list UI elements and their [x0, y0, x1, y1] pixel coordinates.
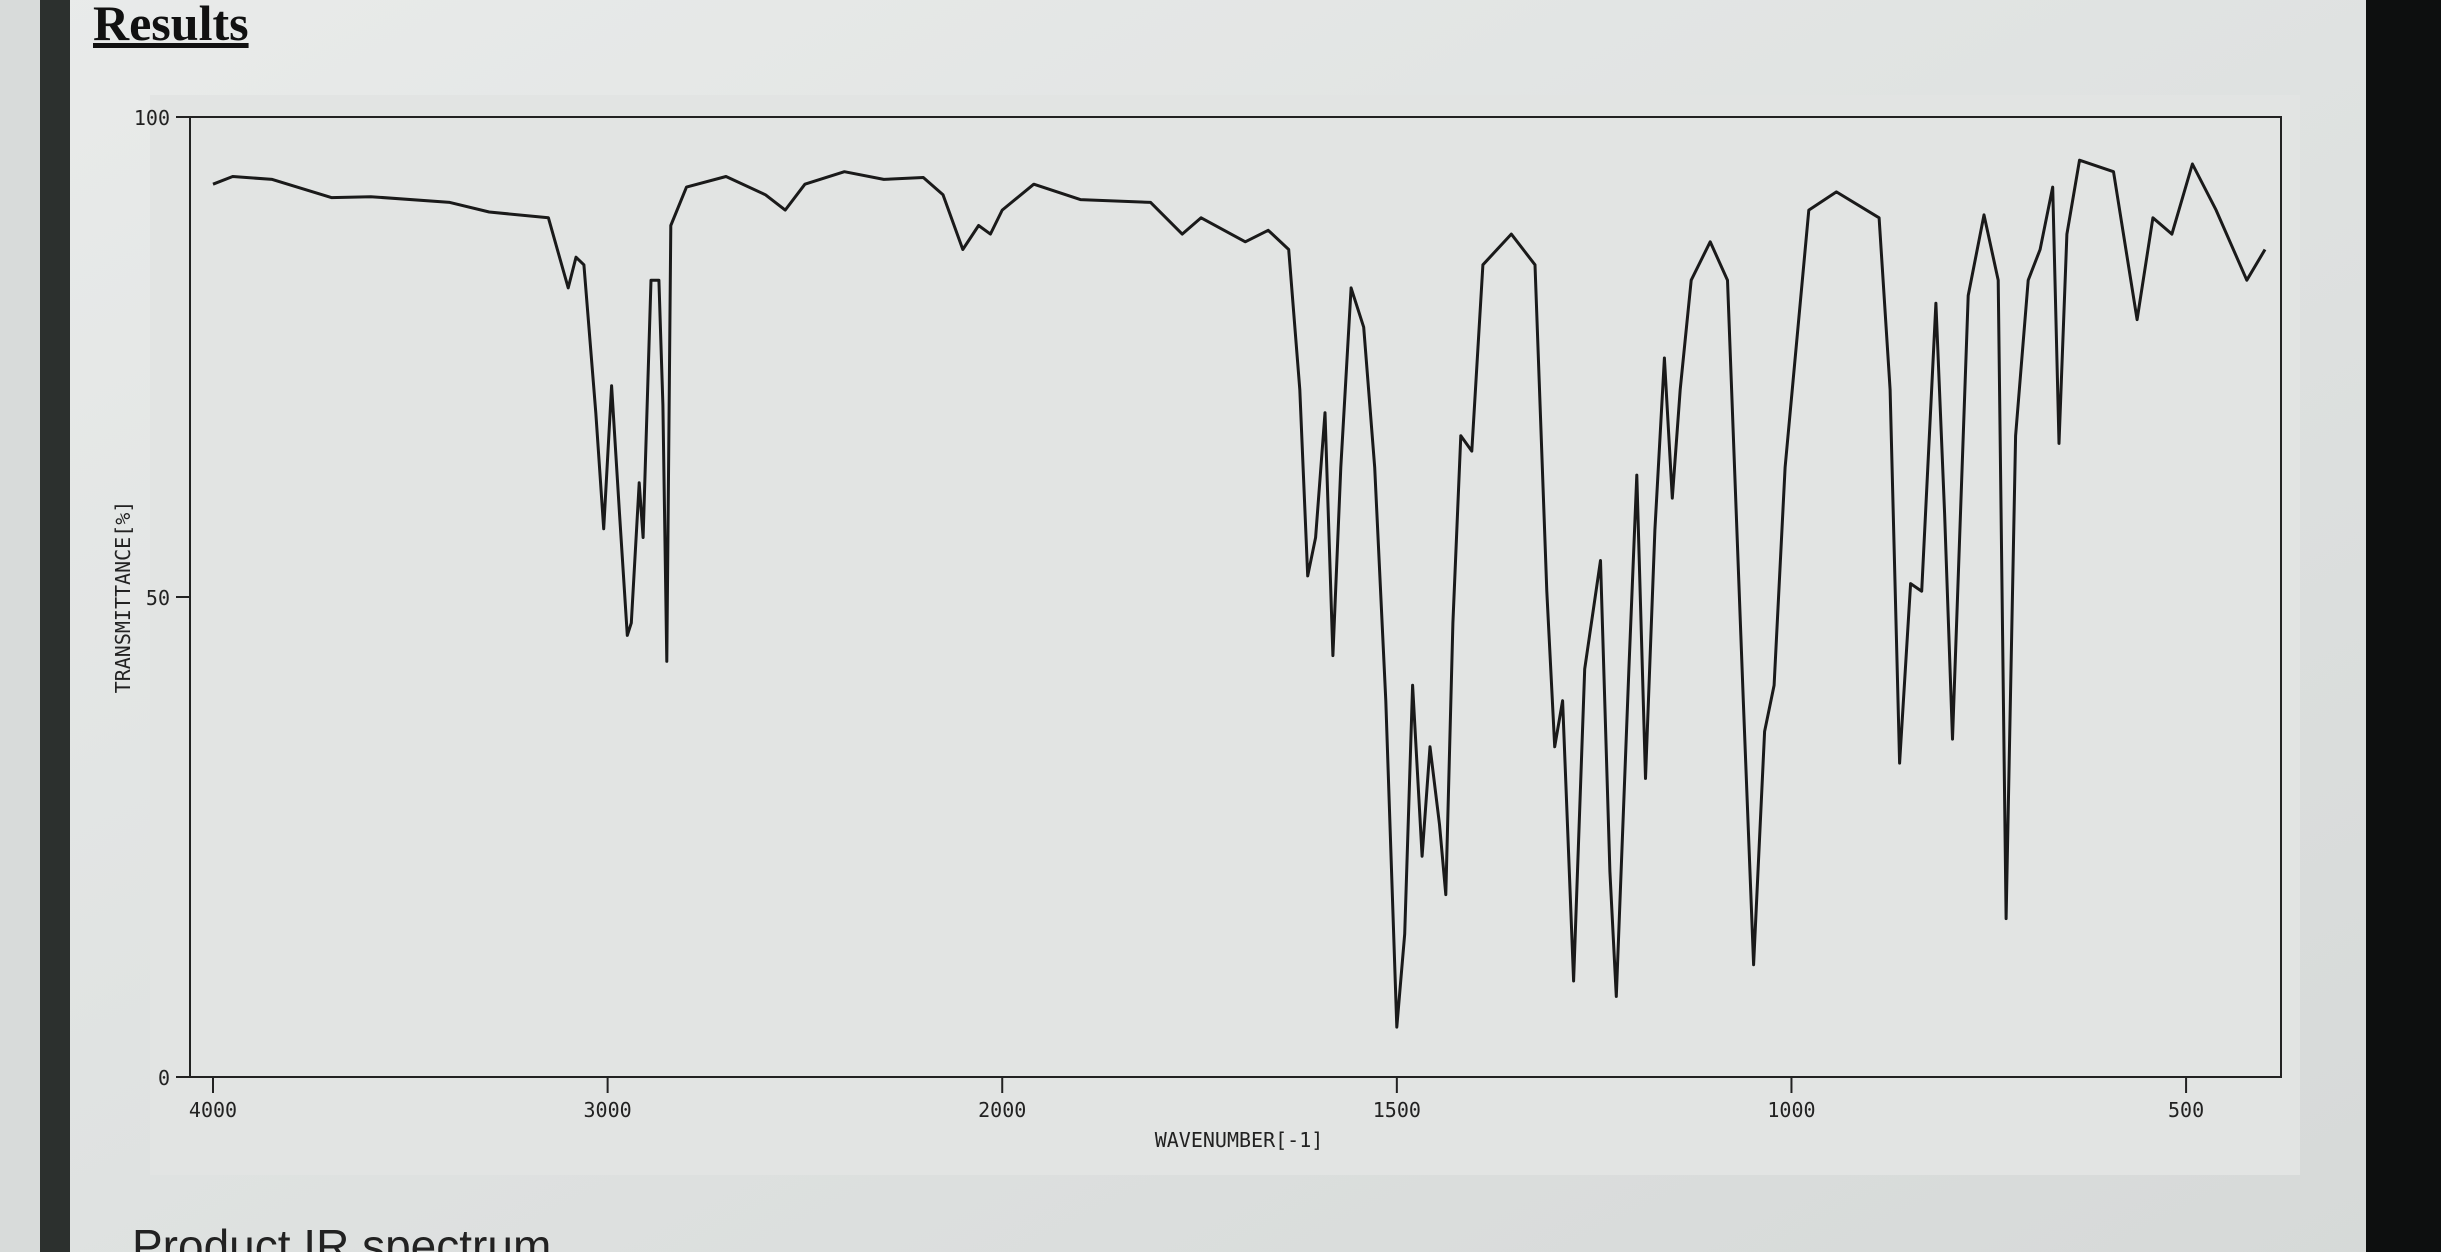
x-tick-label: 3000	[584, 1098, 632, 1122]
x-tick-label: 500	[2168, 1098, 2204, 1122]
heading: Results	[93, 0, 249, 51]
caption: Product IR spectrum	[132, 1220, 551, 1252]
left-edge	[40, 0, 70, 1252]
chart: 0 50 100 4000 3000 2000 1500 1000 500 WAVENUMBER[…	[111, 106, 2282, 1152]
left-margin	[0, 0, 40, 1252]
spectrum-line	[212, 158, 2267, 1029]
y-tick-label: 50	[146, 586, 170, 610]
x-tick-label: 2000	[978, 1098, 1026, 1122]
x-axis-title: WAVENUMBER[-1]	[1155, 1128, 1324, 1152]
x-tick-label: 1000	[1767, 1098, 1815, 1122]
plot-panel	[150, 95, 2300, 1175]
x-tick-label: 1500	[1373, 1098, 1421, 1122]
y-tick-label: 0	[158, 1066, 170, 1090]
y-tick-label: 100	[134, 106, 170, 130]
right-edge	[2366, 0, 2441, 1252]
x-tick-label: 4000	[189, 1098, 237, 1122]
y-axis-title: TRANSMITTANCE[%]	[111, 501, 135, 694]
